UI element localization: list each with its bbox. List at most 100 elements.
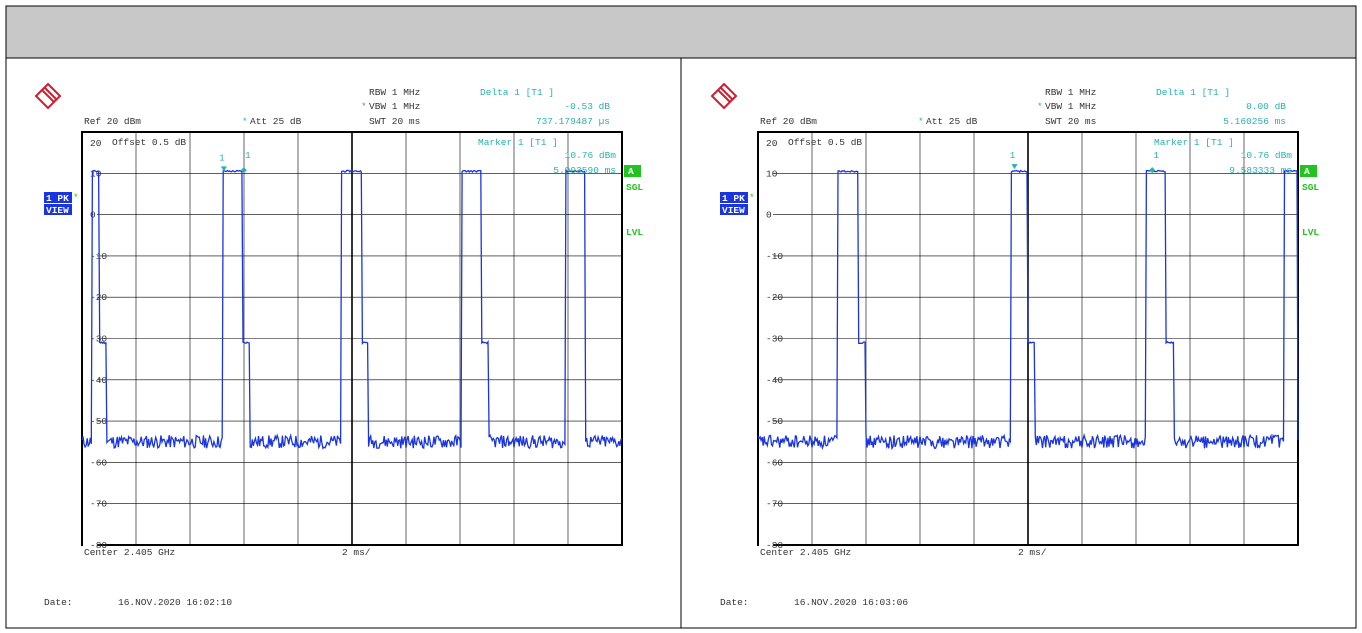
y-tick-label: 10	[766, 168, 778, 179]
trace-badge-bg	[44, 192, 72, 203]
y-tick-label: -50	[766, 416, 783, 427]
delta-marker-title: Delta 1 [T1 ]	[1156, 87, 1230, 98]
lvl-indicator: LVL	[1302, 227, 1319, 238]
y-tick-label: -30	[766, 334, 783, 345]
badge-a-bg	[1300, 165, 1317, 177]
vbw-label: VBW 1 MHz	[1045, 101, 1096, 112]
tick-label-bg	[83, 250, 97, 261]
spectrum-trace	[81, 168, 623, 450]
logo-diamond-outer	[710, 82, 738, 110]
header-bar	[5, 5, 1357, 59]
logo-stripes	[717, 87, 733, 103]
delta-marker-title: Delta 1 [T1 ]	[480, 87, 554, 98]
tick-label-bg	[759, 498, 773, 509]
swt-label: SWT 20 ms	[1045, 116, 1096, 127]
y-tick-label: -70	[766, 499, 783, 510]
tick-label-bg	[83, 333, 97, 344]
tick-label-bg	[83, 374, 97, 385]
tick-label-bg	[83, 168, 97, 179]
attenuation-label: Att 25 dB	[926, 116, 978, 127]
tick-label-bg	[83, 209, 97, 220]
ref-level-label: Ref 20 dBm	[760, 116, 817, 127]
marker-number-label: 1	[245, 150, 251, 161]
y-tick-label: -80	[766, 540, 783, 551]
rohde-schwarz-logo-icon	[710, 82, 738, 110]
marker-level: 10.76 dBm	[1241, 150, 1293, 161]
trace-badge-text: 1 PK	[46, 193, 69, 204]
span-per-div-label: 2 ms/	[342, 547, 371, 558]
tick-label-bg	[759, 292, 773, 303]
marker-title: Marker 1 [T1 ]	[1154, 137, 1234, 148]
tick-label-bg	[83, 540, 97, 550]
date-label: Date:	[720, 597, 749, 608]
trace-badge-star: *	[749, 192, 755, 203]
y-tick-label: -60	[766, 457, 783, 468]
view-badge-text: VIEW	[46, 205, 69, 216]
y-tick-label: -30	[90, 334, 107, 345]
view-badge-bg	[44, 204, 72, 215]
ref-level-label: Ref 20 dBm	[84, 116, 141, 127]
tick-label-bg	[759, 374, 773, 385]
y-tick-label: -80	[90, 540, 107, 551]
logo-stripes	[41, 87, 57, 103]
panel-frame-left	[5, 57, 682, 629]
marker-title: Marker 1 [T1 ]	[478, 137, 558, 148]
rohde-schwarz-logo-icon	[34, 82, 62, 110]
panel-frame-right	[680, 57, 1357, 629]
att-star: *	[918, 116, 924, 127]
marker-time: 5.993590 ms	[553, 165, 616, 176]
y-tick-label: -20	[766, 292, 783, 303]
rbw-label: RBW 1 MHz	[369, 87, 420, 98]
tick-label-bg	[759, 250, 773, 261]
attenuation-label: Att 25 dB	[250, 116, 302, 127]
tick-label-bg	[759, 209, 773, 220]
tick-label-bg	[759, 168, 773, 179]
marker-time: 9.583333 ms	[1229, 165, 1292, 176]
badge-a-text: A	[1304, 166, 1310, 177]
tick-label-bg	[759, 540, 773, 550]
trace-badge-bg	[720, 192, 748, 203]
y-tick-label: 10	[90, 168, 102, 179]
delta-level: -0.53 dB	[564, 101, 610, 112]
y-top-label: 20	[766, 138, 778, 149]
center-frequency-label: Center 2.405 GHz	[760, 547, 851, 558]
view-badge-text: VIEW	[722, 205, 745, 216]
y-tick-label: -40	[766, 375, 783, 386]
delta-marker-triangle	[220, 166, 227, 172]
offset-label: Offset 0.5 dB	[788, 137, 862, 148]
tick-label-bg	[83, 457, 97, 468]
vbw-star: *	[361, 101, 367, 112]
swt-label: SWT 20 ms	[369, 116, 420, 127]
trace-badge-text: 1 PK	[722, 193, 745, 204]
span-per-div-label: 2 ms/	[1018, 547, 1047, 558]
delta-level: 0.00 dB	[1246, 101, 1286, 112]
sgl-indicator: SGL	[1302, 182, 1319, 193]
plot-grid	[81, 131, 623, 546]
y-tick-label: -10	[766, 251, 783, 262]
spectrum-trace	[757, 169, 1299, 451]
center-frequency-label: Center 2.405 GHz	[84, 547, 175, 558]
marker-number-label: 1	[1010, 150, 1016, 161]
vbw-star: *	[1037, 101, 1043, 112]
offset-label: Offset 0.5 dB	[112, 137, 186, 148]
badge-a-text: A	[628, 166, 634, 177]
trace-badge-star: *	[73, 192, 79, 203]
y-tick-label: -50	[90, 416, 107, 427]
delta-marker-triangle	[1011, 164, 1018, 170]
marker-level: 10.76 dBm	[565, 150, 617, 161]
tick-label-bg	[759, 416, 773, 427]
delta-time: 5.160256 ms	[1223, 116, 1286, 127]
marker-number-label: 1	[1153, 150, 1159, 161]
date-label: Date:	[44, 597, 73, 608]
y-tick-label: 0	[90, 210, 96, 221]
marker-diamond	[240, 167, 247, 174]
delta-time: 737.179487 µs	[536, 116, 610, 127]
date-value: 16.NOV.2020 16:02:10	[118, 597, 232, 608]
y-tick-label: 0	[766, 210, 772, 221]
y-tick-label: -60	[90, 457, 107, 468]
tick-label-bg	[759, 457, 773, 468]
y-tick-label: -40	[90, 375, 107, 386]
